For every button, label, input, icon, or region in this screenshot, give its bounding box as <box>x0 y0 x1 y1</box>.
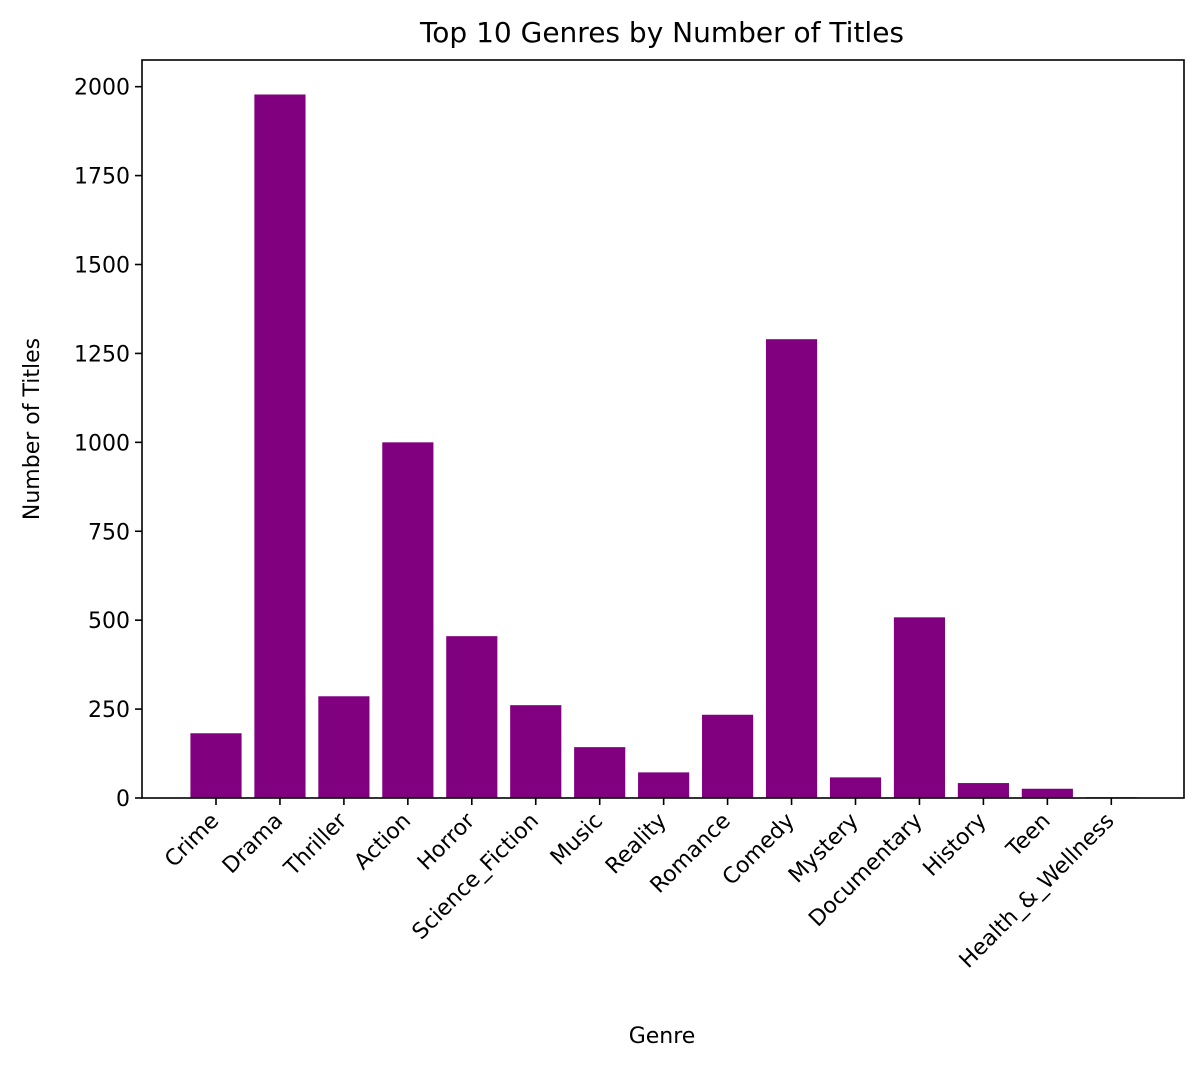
bar <box>765 339 818 798</box>
bar <box>638 772 690 798</box>
bar <box>829 777 882 798</box>
y-tick-label: 750 <box>88 520 130 545</box>
y-tick-label: 2000 <box>74 76 130 101</box>
y-axis-ticks: 0 250 500 750 1000 1250 1500 1750 2000 <box>74 76 142 812</box>
bar <box>957 783 1009 798</box>
bar <box>510 705 562 798</box>
y-tick-label: 1750 <box>74 165 130 190</box>
plot-frame <box>141 59 1185 799</box>
bar <box>893 617 946 798</box>
bar <box>446 636 498 798</box>
y-tick-label: 1000 <box>74 431 130 456</box>
bar <box>382 442 434 798</box>
y-tick-label: 1250 <box>74 342 130 367</box>
bar <box>318 696 370 798</box>
y-tick-label: 500 <box>88 609 130 634</box>
y-axis-label: Number of Titles <box>20 338 45 520</box>
bar <box>254 94 306 798</box>
bar <box>702 714 754 798</box>
bar <box>1021 788 1073 798</box>
x-axis-label: Genre <box>629 1024 696 1049</box>
bar <box>190 733 242 798</box>
y-tick-label: 1500 <box>74 254 130 279</box>
bars-layer <box>190 94 1137 798</box>
chart-title: Top 10 Genres by Number of Titles <box>419 16 904 49</box>
y-tick-label: 0 <box>116 787 130 812</box>
bar <box>574 747 626 798</box>
y-tick-label: 250 <box>88 698 130 723</box>
